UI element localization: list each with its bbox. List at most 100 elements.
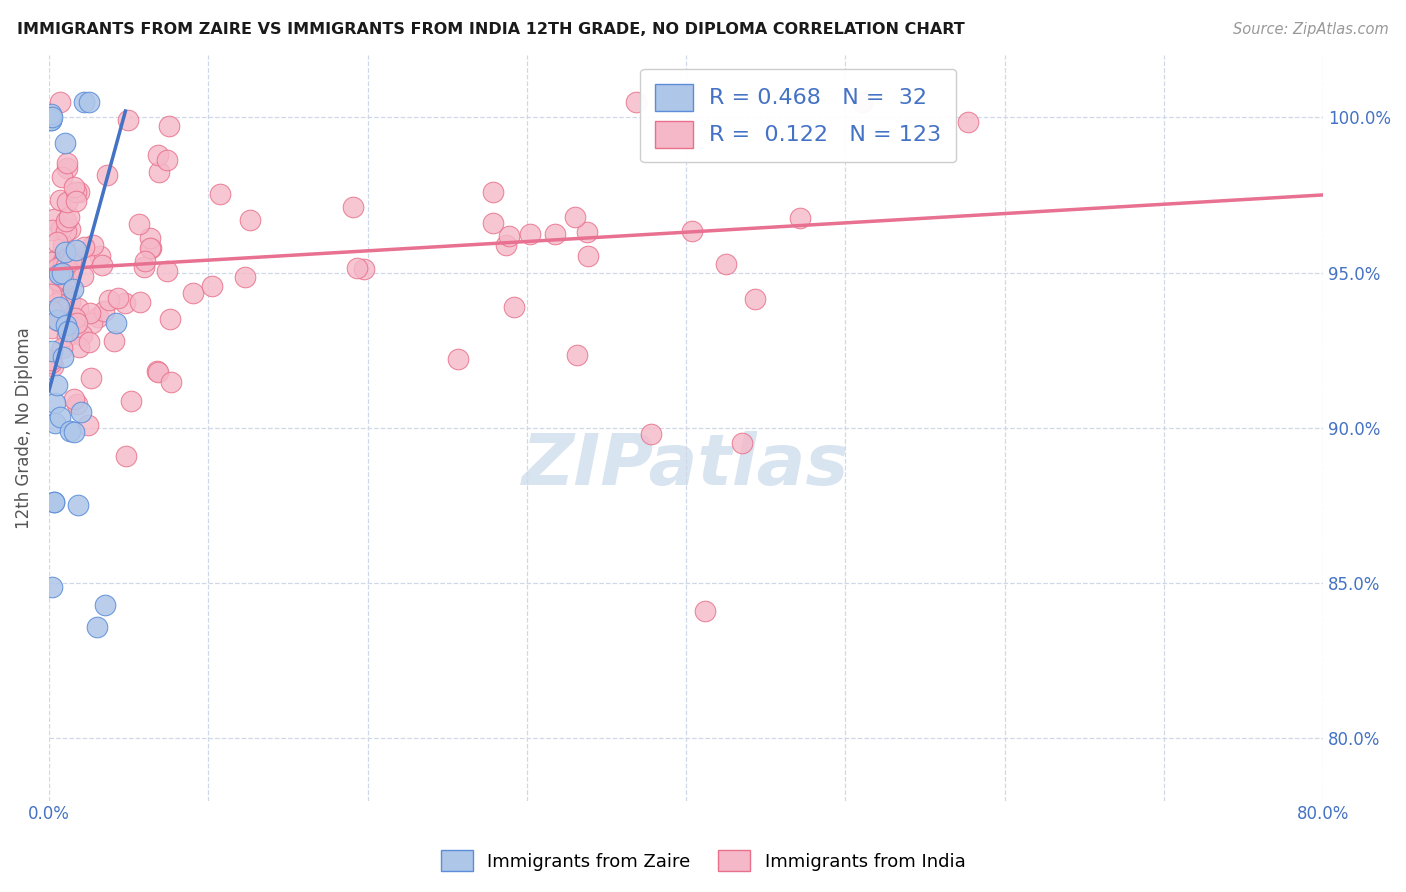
Point bbox=[58, 250, 80, 264]
Point bbox=[346, 261, 368, 276]
Text: ZIPatlas: ZIPatlas bbox=[523, 431, 849, 500]
Point bbox=[159, 312, 181, 326]
Point bbox=[49, 409, 72, 424]
Point bbox=[59, 254, 82, 268]
Text: IMMIGRANTS FROM ZAIRE VS IMMIGRANTS FROM INDIA 12TH GRADE, NO DIPLOMA CORRELATIO: IMMIGRANTS FROM ZAIRE VS IMMIGRANTS FROM… bbox=[17, 22, 965, 37]
Point bbox=[55, 224, 77, 238]
Point bbox=[39, 356, 62, 370]
Point bbox=[55, 271, 77, 285]
Point bbox=[51, 285, 73, 299]
Point bbox=[96, 169, 118, 183]
Point bbox=[565, 348, 588, 362]
Point bbox=[52, 285, 75, 299]
Point bbox=[44, 396, 66, 410]
Point bbox=[55, 260, 77, 274]
Point bbox=[157, 119, 180, 133]
Point bbox=[576, 249, 599, 263]
Point bbox=[56, 315, 79, 329]
Point bbox=[957, 115, 980, 129]
Point bbox=[52, 253, 75, 268]
Point bbox=[66, 301, 89, 316]
Point bbox=[53, 136, 76, 151]
Point bbox=[103, 334, 125, 348]
Point bbox=[87, 310, 110, 324]
Point bbox=[66, 498, 89, 512]
Point bbox=[134, 260, 156, 275]
Point bbox=[731, 436, 754, 450]
Point bbox=[353, 261, 375, 276]
Point bbox=[156, 264, 179, 278]
Point bbox=[51, 169, 73, 184]
Point bbox=[86, 620, 108, 634]
Point bbox=[789, 211, 811, 225]
Point bbox=[39, 107, 62, 121]
Point bbox=[42, 495, 65, 509]
Point bbox=[59, 295, 82, 310]
Point bbox=[46, 273, 69, 287]
Point bbox=[45, 312, 67, 326]
Point bbox=[208, 187, 231, 202]
Point bbox=[146, 365, 169, 379]
Point bbox=[65, 321, 87, 335]
Point bbox=[48, 274, 70, 288]
Point bbox=[62, 392, 84, 406]
Point bbox=[73, 240, 96, 254]
Point bbox=[62, 249, 84, 263]
Point bbox=[67, 185, 90, 199]
Point bbox=[73, 95, 96, 109]
Point bbox=[502, 300, 524, 314]
Point bbox=[65, 397, 87, 411]
Point bbox=[51, 222, 73, 236]
Point bbox=[52, 351, 75, 365]
Point bbox=[482, 185, 505, 199]
Point bbox=[52, 254, 75, 268]
Point bbox=[107, 291, 129, 305]
Point bbox=[58, 211, 80, 225]
Point bbox=[55, 318, 77, 332]
Point bbox=[98, 293, 121, 307]
Point bbox=[129, 295, 152, 310]
Text: Source: ZipAtlas.com: Source: ZipAtlas.com bbox=[1233, 22, 1389, 37]
Point bbox=[498, 229, 520, 244]
Legend: R = 0.468   N =  32, R =  0.122   N = 123: R = 0.468 N = 32, R = 0.122 N = 123 bbox=[641, 70, 956, 162]
Point bbox=[55, 213, 77, 227]
Point bbox=[73, 251, 96, 265]
Point bbox=[56, 329, 79, 343]
Point bbox=[91, 258, 114, 272]
Point bbox=[48, 267, 70, 281]
Point bbox=[65, 186, 87, 200]
Point bbox=[44, 416, 66, 430]
Point bbox=[146, 364, 169, 378]
Point bbox=[49, 269, 72, 284]
Point bbox=[53, 254, 76, 268]
Point bbox=[55, 161, 77, 176]
Point bbox=[235, 269, 257, 284]
Point bbox=[77, 334, 100, 349]
Point bbox=[681, 224, 703, 238]
Point bbox=[104, 316, 127, 330]
Point bbox=[46, 296, 69, 310]
Point bbox=[39, 254, 62, 268]
Point bbox=[41, 344, 63, 359]
Point bbox=[544, 227, 567, 241]
Point bbox=[56, 155, 79, 169]
Point bbox=[148, 165, 170, 179]
Point bbox=[65, 194, 87, 208]
Point bbox=[716, 257, 738, 271]
Point bbox=[49, 193, 72, 207]
Point bbox=[58, 265, 80, 279]
Point bbox=[66, 317, 89, 331]
Point bbox=[67, 340, 90, 354]
Point bbox=[48, 300, 70, 314]
Point bbox=[42, 359, 65, 374]
Point bbox=[160, 375, 183, 389]
Point bbox=[564, 210, 586, 224]
Point bbox=[139, 231, 162, 245]
Point bbox=[41, 222, 63, 236]
Point bbox=[51, 341, 73, 355]
Point bbox=[39, 287, 62, 301]
Point bbox=[45, 235, 67, 250]
Point bbox=[519, 227, 541, 241]
Point bbox=[46, 260, 69, 275]
Point bbox=[148, 147, 170, 161]
